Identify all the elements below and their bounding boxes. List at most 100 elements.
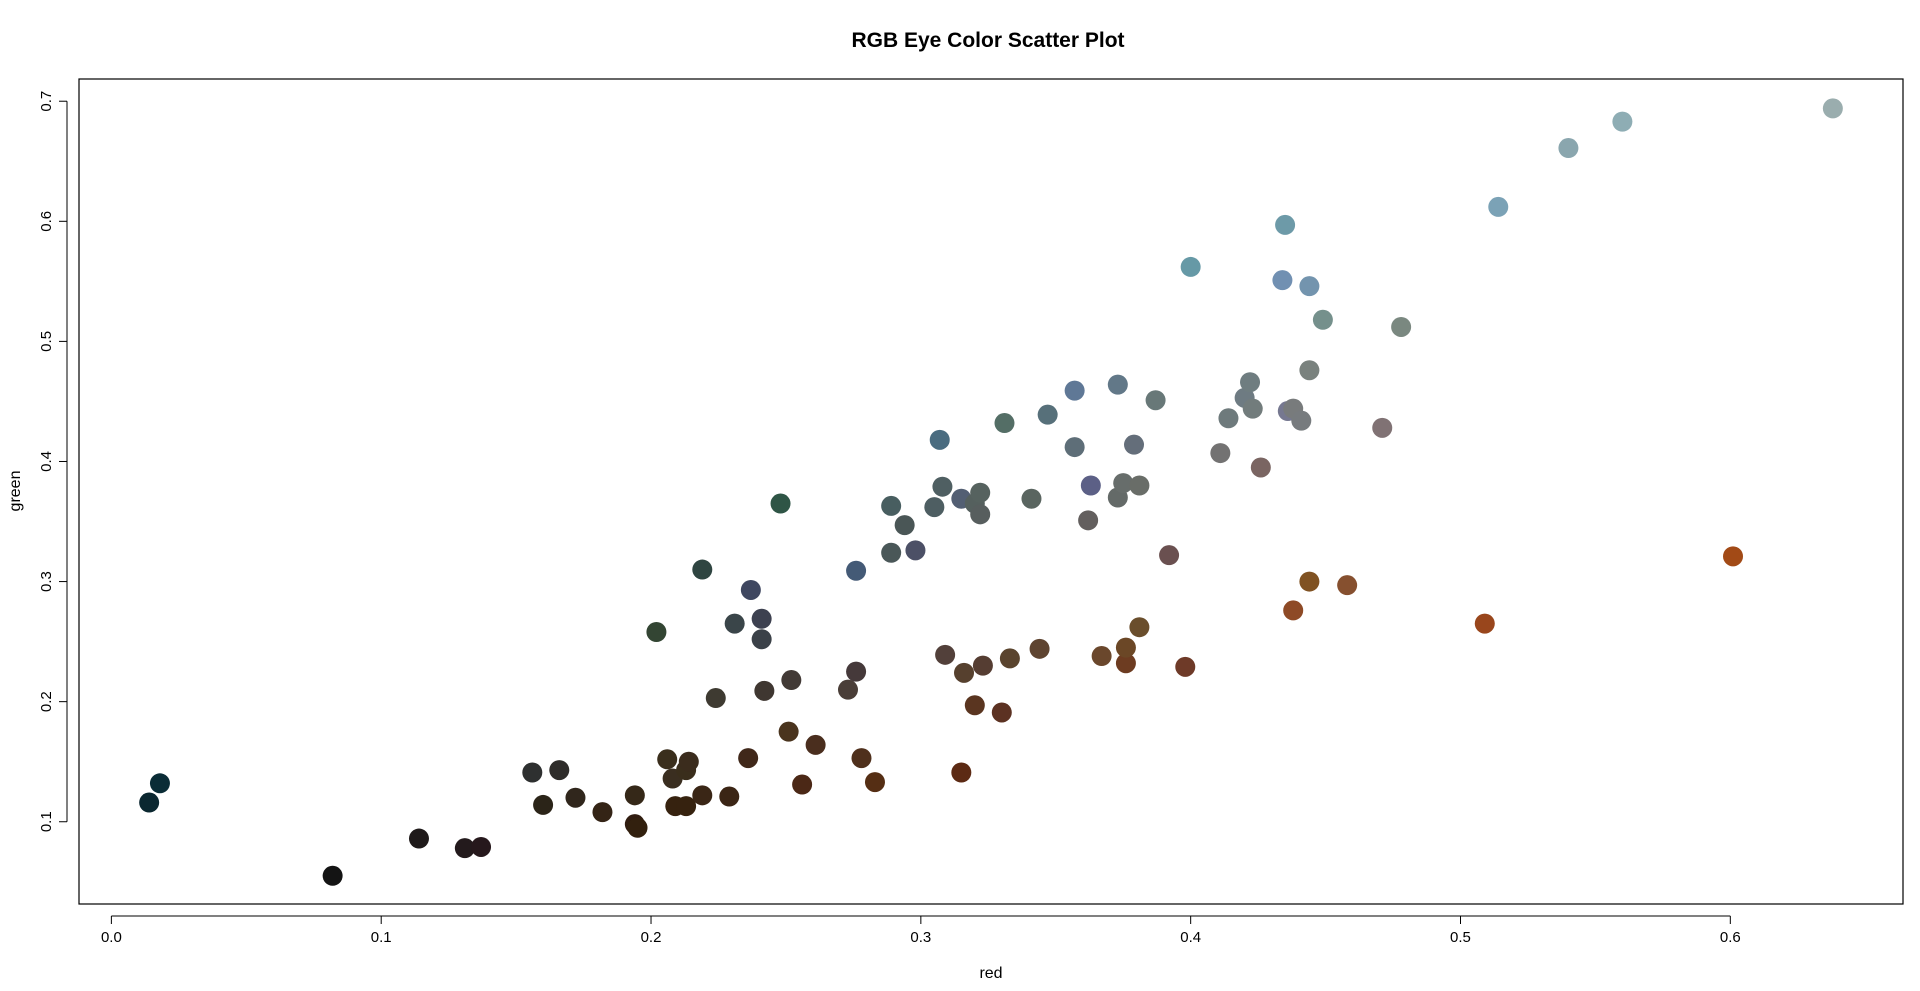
x-tick-label: 0.4 bbox=[1180, 929, 1201, 946]
data-point bbox=[646, 622, 667, 643]
data-point bbox=[964, 695, 985, 716]
data-point bbox=[1291, 410, 1312, 431]
data-point bbox=[705, 688, 726, 709]
data-point bbox=[1312, 309, 1333, 330]
data-point bbox=[881, 542, 902, 563]
data-point bbox=[627, 817, 648, 838]
data-point bbox=[924, 497, 945, 518]
data-point bbox=[905, 540, 926, 561]
data-point bbox=[864, 772, 885, 793]
y-tick-label: 0.3 bbox=[38, 571, 55, 592]
data-point bbox=[471, 836, 492, 857]
plot-frame bbox=[78, 78, 1904, 905]
data-point bbox=[851, 748, 872, 769]
data-point bbox=[724, 613, 745, 634]
data-point bbox=[1029, 638, 1050, 659]
data-point bbox=[781, 670, 802, 691]
data-point bbox=[972, 655, 993, 676]
x-tick-label: 0.1 bbox=[371, 929, 392, 946]
data-point bbox=[1299, 571, 1320, 592]
data-point bbox=[1612, 111, 1633, 132]
x-tick-label: 0.6 bbox=[1720, 929, 1741, 946]
data-point bbox=[1558, 138, 1579, 159]
data-point bbox=[1064, 437, 1085, 458]
data-point bbox=[1115, 653, 1136, 674]
data-point bbox=[846, 661, 867, 682]
data-point bbox=[792, 774, 813, 795]
data-point bbox=[994, 413, 1015, 434]
data-point bbox=[954, 662, 975, 683]
data-point bbox=[754, 680, 775, 701]
data-point bbox=[522, 762, 543, 783]
data-point bbox=[991, 702, 1012, 723]
data-point bbox=[1210, 443, 1231, 464]
data-point bbox=[1124, 434, 1145, 455]
data-point bbox=[533, 794, 554, 815]
data-point bbox=[592, 802, 613, 823]
data-point bbox=[951, 762, 972, 783]
data-point bbox=[676, 796, 697, 817]
y-tick-label: 0.1 bbox=[38, 811, 55, 832]
data-point bbox=[1175, 656, 1196, 677]
data-point bbox=[1272, 270, 1293, 291]
data-point bbox=[1091, 646, 1112, 667]
data-point bbox=[1240, 372, 1261, 393]
x-tick-label: 0.0 bbox=[101, 929, 122, 946]
x-tick-label: 0.3 bbox=[910, 929, 931, 946]
data-point bbox=[1822, 98, 1843, 119]
y-axis: 0.1 0.2 0.3 0.4 0.5 0.6 0.7 bbox=[38, 91, 68, 832]
data-point bbox=[1391, 316, 1412, 337]
data-point bbox=[1372, 417, 1393, 438]
data-point bbox=[1474, 613, 1495, 634]
y-tick-label: 0.7 bbox=[38, 91, 55, 112]
data-point bbox=[881, 495, 902, 516]
data-point bbox=[1064, 380, 1085, 401]
data-point bbox=[999, 648, 1020, 669]
data-point bbox=[770, 493, 791, 514]
data-point bbox=[932, 476, 953, 497]
data-point bbox=[935, 644, 956, 665]
data-point bbox=[1159, 545, 1180, 566]
data-point bbox=[970, 482, 991, 503]
data-point bbox=[1021, 488, 1042, 509]
data-point bbox=[751, 629, 772, 650]
x-tick-label: 0.2 bbox=[641, 929, 662, 946]
data-point bbox=[692, 559, 713, 580]
data-point bbox=[805, 734, 826, 755]
y-tick-label: 0.6 bbox=[38, 211, 55, 232]
data-point bbox=[1275, 214, 1296, 235]
x-axis-title: red bbox=[979, 965, 1002, 982]
data-point bbox=[1283, 600, 1304, 621]
data-point bbox=[1078, 510, 1099, 531]
data-point bbox=[894, 515, 915, 536]
data-point bbox=[1488, 196, 1509, 217]
data-point bbox=[322, 865, 343, 886]
data-point bbox=[1250, 457, 1271, 478]
data-point bbox=[1113, 473, 1134, 494]
data-point bbox=[454, 838, 475, 859]
y-tick-label: 0.4 bbox=[38, 451, 55, 472]
data-point bbox=[1242, 398, 1263, 419]
data-point bbox=[1115, 637, 1136, 658]
y-tick-label: 0.5 bbox=[38, 331, 55, 352]
data-point bbox=[1129, 617, 1150, 638]
data-point bbox=[657, 749, 678, 770]
x-axis: 0.0 0.1 0.2 0.3 0.4 0.5 0.6 bbox=[101, 915, 1741, 946]
y-axis-title: green bbox=[7, 471, 24, 512]
data-point bbox=[751, 608, 772, 629]
data-point bbox=[1129, 475, 1150, 496]
data-point bbox=[846, 560, 867, 581]
data-point bbox=[139, 792, 160, 813]
data-point bbox=[1218, 408, 1239, 429]
data-point bbox=[692, 785, 713, 806]
data-point bbox=[1299, 360, 1320, 381]
data-point bbox=[1723, 546, 1744, 567]
data-point bbox=[1107, 374, 1128, 395]
data-point bbox=[565, 787, 586, 808]
data-point bbox=[1180, 256, 1201, 277]
data-point bbox=[929, 429, 950, 450]
data-point bbox=[1299, 276, 1320, 297]
data-point bbox=[778, 721, 799, 742]
data-point bbox=[624, 785, 645, 806]
